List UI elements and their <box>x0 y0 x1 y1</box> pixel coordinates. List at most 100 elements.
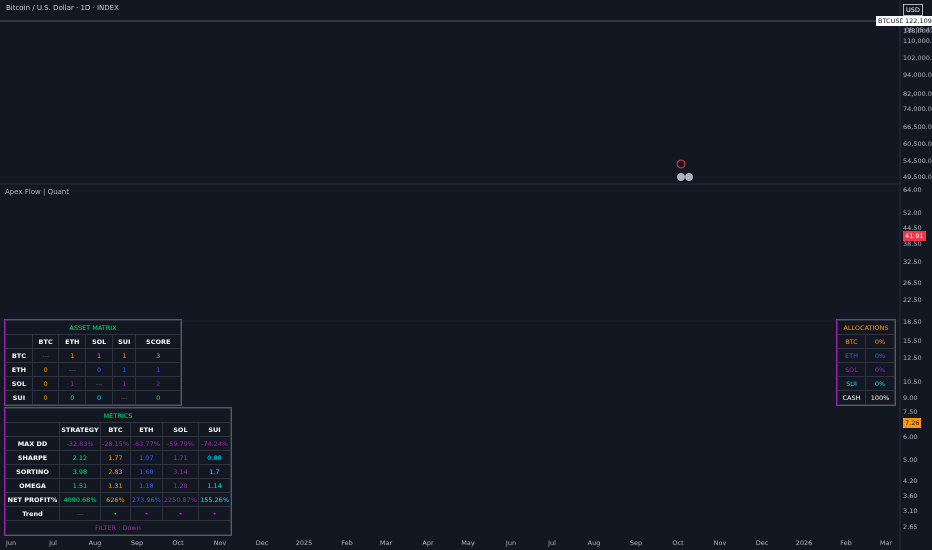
metrics-row-label: Trend <box>5 506 60 521</box>
asset-matrix-title: ASSET MATRIX <box>5 320 181 335</box>
indicator-axis-label: 2.65 <box>903 523 918 531</box>
metrics-row: SORTINO 3.98 2.83 1.68 3.14 1.7 <box>5 464 231 479</box>
asset-matrix-row-label: BTC <box>5 348 33 363</box>
symbol-title[interactable]: Bitcoin / U.S. Dollar · 1D · INDEX <box>6 4 119 12</box>
time-axis-label: Feb <box>840 539 852 547</box>
allocation-row: CASH 100% <box>836 390 895 405</box>
metrics-cell: 626% <box>99 492 131 507</box>
asset-matrix-row-label: SUI <box>5 390 33 405</box>
time-axis-label: Jun <box>505 539 517 547</box>
asset-matrix-cell: 1 <box>58 376 87 391</box>
indicator-axis-label: 22.50 <box>903 296 922 304</box>
metrics-row: NET PROFIT% 4090.68% 626% 273.96% 2250.87% 15… <box>5 492 231 507</box>
price-axis-label: 102,000.00 <box>903 54 932 62</box>
asset-matrix-header: SOL <box>85 334 114 349</box>
allocation-value: 100% <box>865 390 895 405</box>
metrics-title: METRICS <box>5 408 231 423</box>
time-axis-label: May <box>461 539 475 547</box>
metrics-header: ETH <box>129 422 163 437</box>
metrics-cell: 1.71 <box>161 450 200 465</box>
indicator-axis-label: 12.50 <box>903 354 922 362</box>
indicator-axis-label: 52.00 <box>903 209 922 217</box>
metrics-cell: -28.15% <box>99 436 131 451</box>
price-axis-label: 54,500.00 <box>903 157 932 165</box>
time-axis-label: Mar <box>879 539 893 547</box>
metrics-cell: 1.18 <box>129 478 163 493</box>
asset-matrix-header: SUI <box>112 334 137 349</box>
metrics-cell: 3.14 <box>161 464 200 479</box>
time-axis-label: Feb <box>341 539 353 547</box>
asset-matrix-cell: 0 <box>58 390 87 405</box>
asset-matrix-cell: 0 <box>135 390 181 405</box>
asset-matrix-cell: 1 <box>85 348 114 363</box>
metrics-header: STRATEGY <box>59 422 101 437</box>
metrics-cell: 2.83 <box>99 464 131 479</box>
asset-matrix-cell: --- <box>58 362 87 377</box>
allocation-value: 0% <box>865 334 895 349</box>
allocation-value: 0% <box>865 376 895 391</box>
price-axis-label: 94,000.00 <box>903 71 932 79</box>
time-axis-label: Dec <box>755 539 769 547</box>
metrics-row: Trend --- • • • • <box>5 506 231 521</box>
price-axis-label: 66,500.00 <box>903 123 932 131</box>
asset-matrix-cell: --- <box>112 390 137 405</box>
metrics-row-label: MAX DD <box>5 436 60 451</box>
metrics-cell: 155.26% <box>198 492 231 507</box>
indicator-axis-label: 4.20 <box>903 477 918 485</box>
metrics-cell: • <box>99 506 131 521</box>
indicator-axis-label: 5.00 <box>903 456 918 464</box>
time-axis-label: Sep <box>130 539 144 547</box>
asset-matrix-table: ASSET MATRIX BTC ETH SOL SUI SCORE BTC --- 1 1 1… <box>4 319 182 406</box>
allocation-value: 0% <box>865 362 895 377</box>
indicator-axis-label: 32.50 <box>903 258 922 266</box>
allocation-asset: ETH <box>836 348 867 363</box>
metrics-cell: 1.31 <box>99 478 131 493</box>
asset-matrix-cell: --- <box>85 376 114 391</box>
metrics-row-label: SHARPE <box>5 450 60 465</box>
metrics-cell: -74.24% <box>198 436 231 451</box>
time-axis-label: Sep <box>629 539 643 547</box>
metrics-cell: 0.88 <box>198 450 231 465</box>
allocation-row: SOL 0% <box>836 362 895 377</box>
asset-matrix-cell: 0 <box>31 362 60 377</box>
time-axis-label: Jul <box>548 539 556 547</box>
allocation-row: BTC 0% <box>836 334 895 349</box>
asset-matrix-row-label: SOL <box>5 376 33 391</box>
metrics-cell: 1.68 <box>129 464 163 479</box>
asset-matrix-header <box>5 334 33 349</box>
asset-matrix-row-label: ETH <box>5 362 33 377</box>
indicator-axis-label: 64.00 <box>903 186 922 194</box>
metrics-row: OMEGA 1.51 1.31 1.18 1.28 1.14 <box>5 478 231 493</box>
time-axis-label: 2026 <box>795 539 813 547</box>
metrics-row: MAX DD -32.83% -28.15% -63.77% -59.79% -74.24… <box>5 436 231 451</box>
allocation-asset: CASH <box>836 390 867 405</box>
asset-matrix-cell: 2 <box>135 376 181 391</box>
time-axis-label: Nov <box>713 539 727 547</box>
metrics-cell: 273.96% <box>129 492 163 507</box>
asset-matrix-header: SCORE <box>135 334 181 349</box>
symbol-price-label: BTCUSD <box>876 16 907 26</box>
time-axis-label: Oct <box>672 539 684 547</box>
metrics-cell: 1.77 <box>99 450 131 465</box>
metrics-cell: • <box>161 506 200 521</box>
metrics-table: METRICS STRATEGY BTC ETH SOL SUI MAX DD -32.8… <box>4 407 232 536</box>
indicator-axis-label: 3.60 <box>903 492 918 500</box>
allocation-value: 0% <box>865 348 895 363</box>
metrics-cell: -63.77% <box>129 436 163 451</box>
metrics-cell: 4090.68% <box>59 492 101 507</box>
asset-matrix-header: BTC <box>31 334 60 349</box>
indicator-title[interactable]: Apex Flow | Quant <box>5 188 69 196</box>
metrics-row: SHARPE 2.12 1.77 1.07 1.71 0.88 <box>5 450 231 465</box>
time-axis-label: Aug <box>587 539 601 547</box>
indicator-axis-label: 15.50 <box>903 337 922 345</box>
metrics-cell: -59.79% <box>161 436 200 451</box>
indicator-axis-label: 18.50 <box>903 318 922 326</box>
price-axis-label: 74,000.00 <box>903 105 932 113</box>
currency-button[interactable]: USD <box>903 4 923 16</box>
metrics-cell: 1.28 <box>161 478 200 493</box>
price-axis-label: 49,500.00 <box>903 173 932 181</box>
metrics-cell: 1.7 <box>198 464 231 479</box>
time-axis-label: 2025 <box>295 539 313 547</box>
event-markers[interactable] <box>676 159 693 181</box>
indicator-axis-label: 9.00 <box>903 394 918 402</box>
